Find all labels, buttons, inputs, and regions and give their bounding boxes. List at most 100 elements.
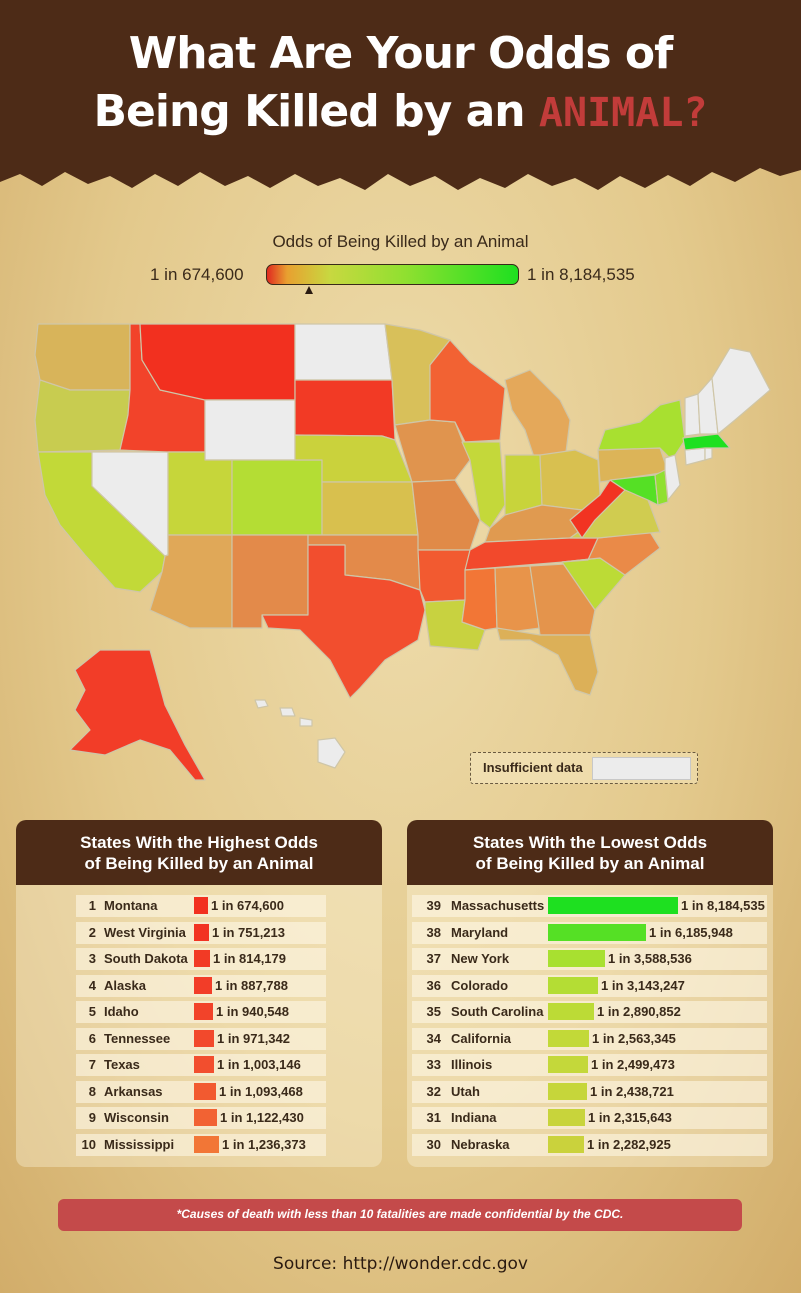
highest-odds-title-line1: States With the Highest Odds xyxy=(80,833,318,852)
state-NY xyxy=(597,399,686,461)
page-title-line1: What Are Your Odds of xyxy=(128,28,673,79)
header-banner xyxy=(0,0,801,190)
ranking-row: 38 Maryland 1 in 6,185,948 xyxy=(407,922,773,944)
lowest-odds-title-line1: States With the Lowest Odds xyxy=(472,833,708,852)
odds-bar xyxy=(194,1109,217,1126)
rank-number: 38 xyxy=(426,924,441,940)
insufficient-data-label: Insufficient data xyxy=(483,760,583,775)
odds-bar xyxy=(548,1029,589,1047)
ranking-row: 7 Texas 1 in 1,003,146 xyxy=(16,1054,382,1076)
odds-bar xyxy=(194,1082,216,1100)
odds-bar xyxy=(548,950,605,967)
state-OR xyxy=(34,379,131,453)
ranking-row: 37 New York 1 in 3,588,536 xyxy=(407,948,773,970)
odds-label: 1 in 1,093,468 xyxy=(219,1083,303,1099)
odds-bar xyxy=(548,976,598,994)
state-name: Texas xyxy=(104,1057,140,1072)
lowest-odds-panel: States With the Lowest Odds of Being Kil… xyxy=(407,820,773,1167)
legend-gradient-bar xyxy=(266,264,519,285)
state-name: Utah xyxy=(451,1083,480,1099)
rank-number: 2 xyxy=(88,924,96,940)
odds-bar xyxy=(194,1003,213,1020)
ranking-row: 4 Alaska 1 in 887,788 xyxy=(16,975,382,997)
title-prefix: Being Killed by an xyxy=(93,86,539,137)
odds-label: 1 in 674,600 xyxy=(211,898,284,913)
state-name: Montana xyxy=(104,898,158,913)
row-background xyxy=(412,1054,767,1076)
state-name: South Dakota xyxy=(104,951,188,966)
state-TX xyxy=(261,544,426,699)
odds-label: 1 in 6,185,948 xyxy=(649,924,733,940)
state-GA xyxy=(529,563,596,636)
state-name: Wisconsin xyxy=(104,1110,169,1125)
state-MA xyxy=(682,433,731,451)
state-CO xyxy=(231,459,323,536)
rank-number: 9 xyxy=(88,1110,96,1125)
state-MS xyxy=(461,567,498,631)
rank-number: 31 xyxy=(426,1110,441,1125)
state-name: New York xyxy=(451,951,510,966)
odds-bar xyxy=(548,1135,584,1153)
state-name: West Virginia xyxy=(104,924,186,940)
state-DE xyxy=(654,469,669,506)
ranking-row: 35 South Carolina 1 in 2,890,852 xyxy=(407,1001,773,1023)
state-AK xyxy=(69,649,206,781)
state-name: Mississippi xyxy=(104,1136,175,1152)
ranking-row: 34 California 1 in 2,563,345 xyxy=(407,1028,773,1050)
ranking-row: 1 Montana 1 in 674,600 xyxy=(16,895,382,917)
odds-bar xyxy=(194,976,212,994)
odds-bar xyxy=(548,1003,594,1020)
rank-number: 4 xyxy=(88,977,96,993)
lowest-odds-header: States With the Lowest Odds of Being Kil… xyxy=(407,820,773,885)
state-name: Massachusetts xyxy=(451,898,545,913)
state-name: Alaska xyxy=(104,977,146,993)
odds-label: 1 in 1,003,146 xyxy=(217,1057,301,1072)
ranking-row: 36 Colorado 1 in 3,143,247 xyxy=(407,975,773,997)
state-name: Colorado xyxy=(451,977,509,993)
odds-label: 1 in 1,236,373 xyxy=(222,1136,306,1152)
ranking-row: 3 South Dakota 1 in 814,179 xyxy=(16,948,382,970)
ranking-row: 30 Nebraska 1 in 2,282,925 xyxy=(407,1134,773,1156)
state-name: Arkansas xyxy=(104,1083,163,1099)
odds-bar xyxy=(194,923,209,941)
rank-number: 6 xyxy=(88,1030,96,1046)
odds-label: 1 in 2,315,643 xyxy=(588,1110,672,1125)
odds-label: 1 in 2,282,925 xyxy=(587,1136,671,1152)
odds-label: 1 in 1,122,430 xyxy=(220,1110,304,1125)
highest-odds-header: States With the Highest Odds of Being Ki… xyxy=(16,820,382,885)
odds-bar xyxy=(194,1056,214,1073)
odds-bar xyxy=(194,1029,214,1047)
state-NM xyxy=(231,534,309,629)
rank-number: 39 xyxy=(426,898,441,913)
rank-number: 8 xyxy=(88,1083,96,1099)
odds-bar xyxy=(548,1109,585,1126)
state-MI xyxy=(504,369,571,461)
odds-label: 1 in 2,438,721 xyxy=(590,1083,674,1099)
odds-label: 1 in 2,499,473 xyxy=(591,1057,675,1072)
state-name: South Carolina xyxy=(451,1004,544,1019)
us-choropleth-map xyxy=(34,323,771,781)
odds-bar xyxy=(548,897,678,914)
rank-number: 36 xyxy=(426,977,441,993)
rank-number: 37 xyxy=(426,951,441,966)
rank-number: 30 xyxy=(426,1136,441,1152)
ranking-row: 31 Indiana 1 in 2,315,643 xyxy=(407,1107,773,1129)
state-FL xyxy=(496,627,599,696)
state-UT xyxy=(167,451,233,536)
confidentiality-note: *Causes of death with less than 10 fatal… xyxy=(176,1207,624,1221)
odds-bar xyxy=(194,950,210,967)
odds-label: 1 in 3,588,536 xyxy=(608,951,692,966)
highest-odds-title-line2: of Being Killed by an Animal xyxy=(84,854,314,873)
state-name: Indiana xyxy=(451,1110,497,1125)
odds-label: 1 in 2,890,852 xyxy=(597,1004,681,1019)
title-emphasis: ANIMAL? xyxy=(538,90,708,136)
rank-number: 1 xyxy=(88,898,96,913)
ranking-row: 39 Massachusetts 1 in 8,184,535 xyxy=(407,895,773,917)
state-MT xyxy=(139,323,296,401)
state-name: Nebraska xyxy=(451,1136,510,1152)
ranking-row: 2 West Virginia 1 in 751,213 xyxy=(16,922,382,944)
rank-number: 35 xyxy=(426,1004,441,1019)
state-MD xyxy=(609,474,659,506)
legend-min-label: 1 in 674,600 xyxy=(150,265,244,284)
state-WY xyxy=(204,399,296,461)
